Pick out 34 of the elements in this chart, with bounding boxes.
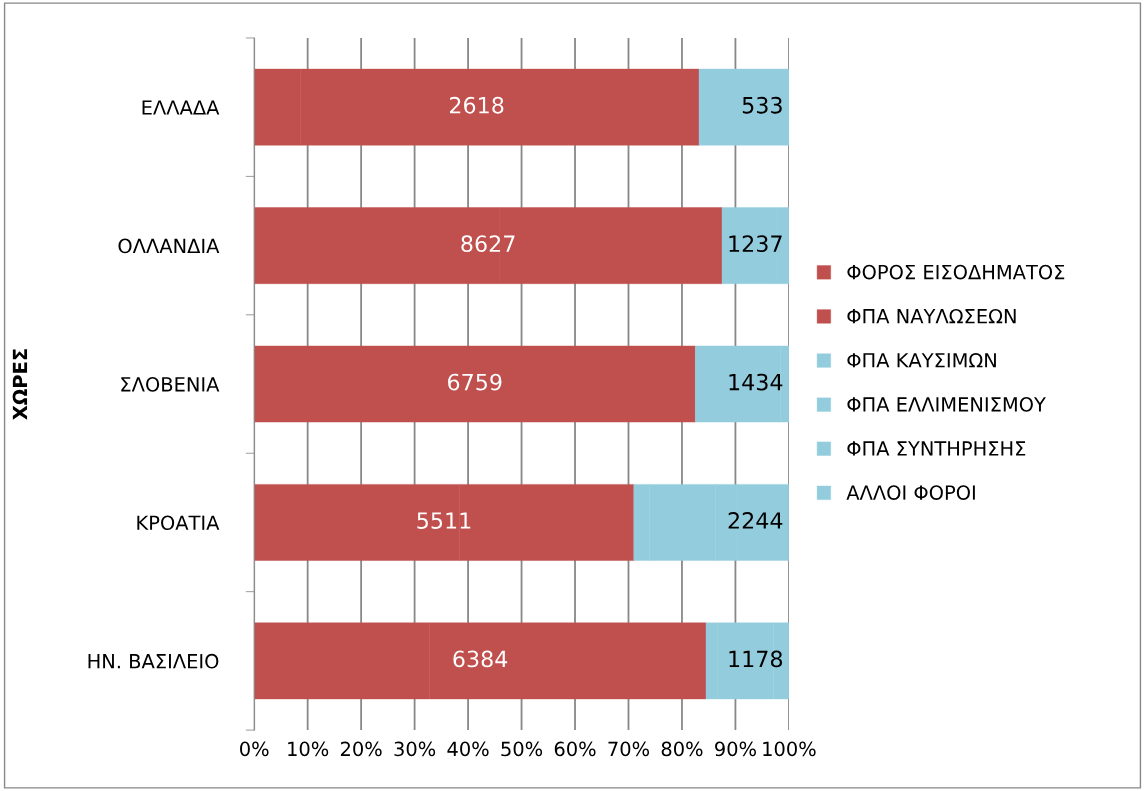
x-tick-label: 40% — [447, 741, 489, 757]
legend-label: ΑΛΛΟΙ ΦΟΡΟΙ — [846, 485, 975, 500]
annotation: 2244 — [728, 512, 783, 529]
annotation: 1237 — [729, 235, 782, 253]
legend-label: ΦΠΑ ΕΛΛΙΜΕΝΙΣΜΟΥ — [847, 397, 1046, 412]
annotation: 8627 — [461, 235, 515, 253]
annotation: 533 — [742, 96, 782, 114]
annotation: 1178 — [729, 650, 783, 668]
legend-label: ΦΠΑ ΝΑΥΛΩΣΕΩΝ — [847, 308, 1016, 324]
x-tick-label: 10% — [288, 741, 329, 757]
y-tick-label: ΚΡΟΑΤΙΑ — [137, 515, 220, 531]
x-tick-label: 20% — [340, 741, 382, 757]
y-tick-label: ΕΛΛΑΔΑ — [142, 100, 220, 115]
x-tick-label: 70% — [608, 741, 650, 757]
annotation: 2618 — [449, 96, 504, 114]
legend-label: ΦΟΡΟΣ ΕΙΣΟΔΗΜΑΤΟΣ — [847, 264, 1065, 280]
x-tick-label: 50% — [501, 741, 543, 757]
annotation: 6384 — [453, 650, 508, 668]
annotation: 1434 — [729, 373, 783, 391]
x-tick-label: 100% — [763, 741, 816, 757]
x-tick-label: 80% — [661, 741, 703, 757]
annotation: 5511 — [417, 512, 471, 529]
legend-label: ΦΠΑ ΚΑΥΣΙΜΩΝ — [847, 353, 996, 368]
y-tick-label: ΗΝ. ΒΑΣΙΛΕΙΟ — [88, 653, 219, 669]
x-tick-label: 60% — [554, 741, 596, 757]
y-axis-title: ΧΩΡΕΣ — [12, 349, 28, 420]
x-tick-label: 0% — [240, 741, 269, 757]
y-tick-label: ΣΛΟΒΕΝΙΑ — [121, 376, 220, 392]
x-tick-label: 90% — [715, 741, 756, 757]
bar — [698, 68, 789, 146]
x-tick-label: 30% — [394, 741, 436, 757]
annotation: 6759 — [448, 373, 502, 391]
legend-label: ΦΠΑ ΣΥΝΤΗΡΗΣΗΣ — [847, 441, 1026, 456]
y-tick-label: ΟΛΛΑΝΔΙΑ — [118, 238, 220, 254]
